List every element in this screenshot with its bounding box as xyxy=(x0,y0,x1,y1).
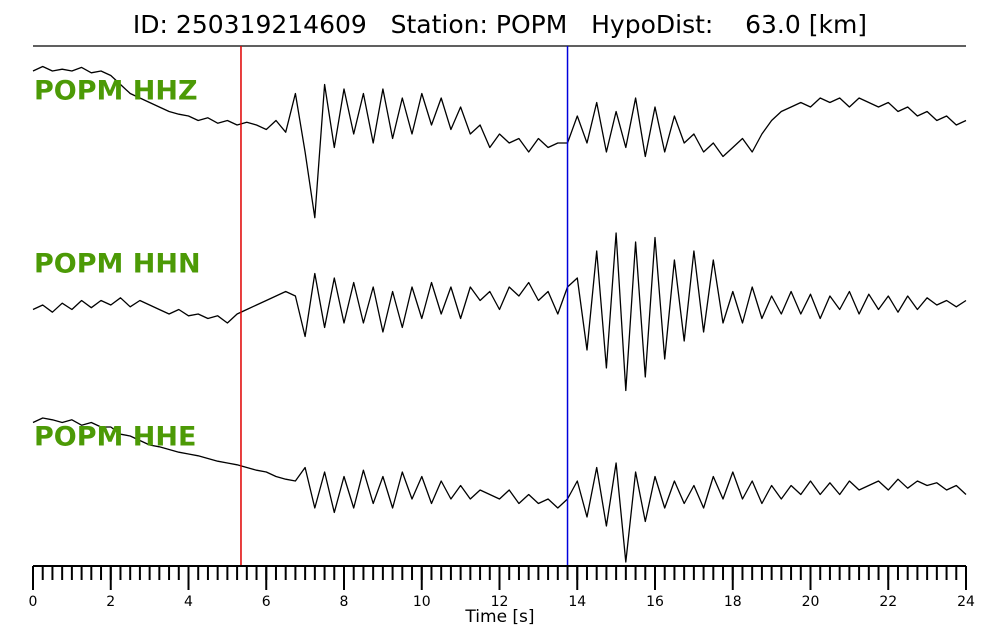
x-tick-label: 2 xyxy=(106,594,115,610)
x-tick-label: 16 xyxy=(646,594,664,610)
x-tick-label: 8 xyxy=(340,594,349,610)
x-tick-label: 10 xyxy=(413,594,431,610)
trace xyxy=(32,417,967,563)
channel-label: POPM HHZ xyxy=(34,76,198,107)
x-tick-label: 22 xyxy=(879,594,897,610)
x-tick-label: 24 xyxy=(957,594,975,610)
channel-label: POPM HHN xyxy=(34,249,201,280)
chart-title: ID: 250319214609 Station: POPM HypoDist:… xyxy=(133,10,867,39)
x-tick-label: 4 xyxy=(184,594,193,610)
x-tick-label: 18 xyxy=(724,594,742,610)
x-tick-label: 0 xyxy=(29,594,38,610)
x-tick-label: 20 xyxy=(802,594,820,610)
x-tick-label: 6 xyxy=(262,594,271,610)
trace xyxy=(32,232,967,392)
x-tick-label: 14 xyxy=(568,594,586,610)
channel-label: POPM HHE xyxy=(34,422,196,453)
trace xyxy=(32,65,967,219)
x-tick-label: 12 xyxy=(491,594,509,610)
x-axis-label: Time [s] xyxy=(464,607,534,627)
